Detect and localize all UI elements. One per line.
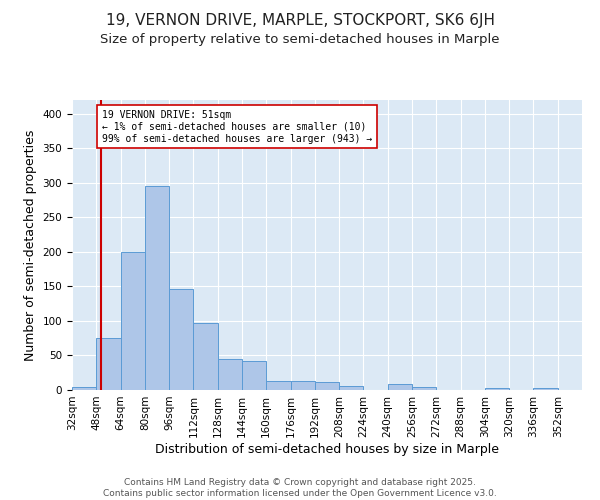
Bar [315, 382, 339, 390]
Bar [242, 361, 266, 390]
Bar [145, 186, 169, 390]
Bar [290, 381, 315, 390]
Bar [72, 386, 96, 390]
Bar [485, 388, 509, 390]
X-axis label: Distribution of semi-detached houses by size in Marple: Distribution of semi-detached houses by … [155, 442, 499, 456]
Bar [218, 359, 242, 390]
Bar [339, 386, 364, 390]
Text: 19 VERNON DRIVE: 51sqm
← 1% of semi-detached houses are smaller (10)
99% of semi: 19 VERNON DRIVE: 51sqm ← 1% of semi-deta… [103, 110, 373, 144]
Bar [96, 338, 121, 390]
Bar [533, 388, 558, 390]
Text: 19, VERNON DRIVE, MARPLE, STOCKPORT, SK6 6JH: 19, VERNON DRIVE, MARPLE, STOCKPORT, SK6… [106, 12, 494, 28]
Bar [388, 384, 412, 390]
Text: Size of property relative to semi-detached houses in Marple: Size of property relative to semi-detach… [100, 32, 500, 46]
Bar [169, 288, 193, 390]
Bar [266, 381, 290, 390]
Bar [412, 387, 436, 390]
Bar [193, 323, 218, 390]
Bar [121, 252, 145, 390]
Y-axis label: Number of semi-detached properties: Number of semi-detached properties [24, 130, 37, 360]
Text: Contains HM Land Registry data © Crown copyright and database right 2025.
Contai: Contains HM Land Registry data © Crown c… [103, 478, 497, 498]
